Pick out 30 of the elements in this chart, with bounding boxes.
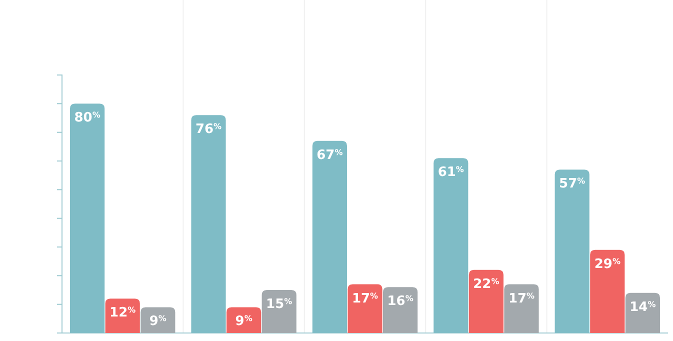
data-label: 76$^{%}$ (195, 122, 222, 138)
bar (554, 170, 590, 333)
bar (191, 115, 226, 333)
bar (348, 284, 382, 333)
bar (140, 307, 176, 333)
bar (226, 307, 262, 333)
data-label: 15$^{%}$ (266, 296, 292, 312)
data-label: 9$^{%}$ (235, 314, 252, 330)
data-label: 80$^{%}$ (74, 110, 100, 126)
data-label: 61$^{%}$ (438, 164, 464, 180)
data-label: 67$^{%}$ (316, 147, 343, 163)
bar (312, 140, 347, 333)
bar (468, 270, 504, 333)
bar (590, 250, 625, 333)
data-label: 29$^{%}$ (594, 256, 620, 272)
bar (70, 104, 105, 333)
data-label: 17$^{%}$ (508, 290, 535, 306)
data-label: 14$^{%}$ (630, 299, 656, 315)
bar (504, 284, 539, 333)
bar (262, 290, 296, 333)
bar (625, 292, 660, 333)
data-label: 22$^{%}$ (473, 276, 500, 292)
bar (434, 158, 468, 333)
data-label: 57$^{%}$ (559, 176, 586, 192)
bar (383, 287, 418, 333)
bar (105, 298, 140, 333)
data-label: 16$^{%}$ (387, 294, 414, 310)
data-label: 9$^{%}$ (149, 314, 166, 330)
data-label: 17$^{%}$ (352, 290, 378, 306)
data-label: 12$^{%}$ (110, 305, 136, 321)
